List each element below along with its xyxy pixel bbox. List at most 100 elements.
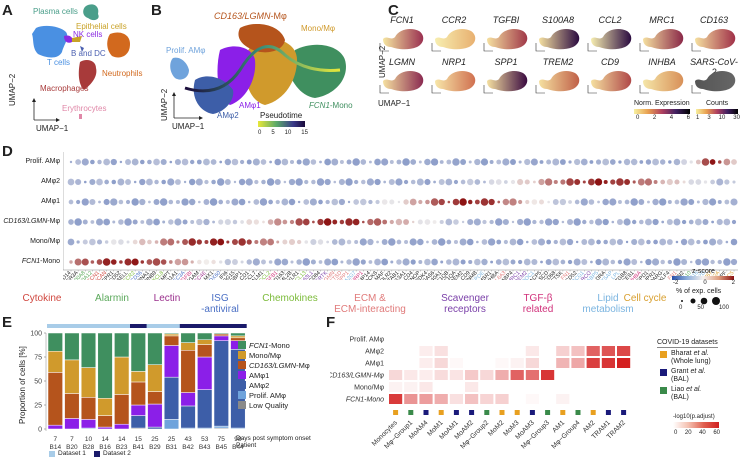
heatmap-cell [601,346,615,356]
dot [352,258,360,266]
dot [696,239,701,245]
label-b-dc: B and DC [71,49,106,58]
bar-segment [47,424,63,430]
dot [296,239,302,245]
bar-segment [163,335,180,346]
dot [531,199,538,205]
f-scale-title: -log10(p.adjust) [673,414,715,420]
dot [617,259,623,265]
dot [723,218,731,226]
dot [446,239,452,245]
gene-tick-label: FCGR3A [63,270,80,280]
dot [176,240,180,244]
dot [581,239,588,245]
dot [645,258,652,266]
legend-item: CD163/LGMN-Mφ [238,360,328,370]
dot [502,258,510,266]
gene-tick-label: MERTK [312,270,330,280]
gene-tick-label: MX1 [203,270,215,280]
dot [360,159,367,165]
tick: 15 [301,130,308,136]
gene-tick-label: CCL2 [258,270,272,280]
dot [452,158,460,166]
dot [203,218,210,226]
dot [433,180,436,184]
dot [160,158,167,166]
feature-gene-label: FCN1 [390,15,414,25]
dot [82,219,88,225]
bar-segment [80,332,97,368]
bar-segment [147,364,163,392]
feature-gene-label: TREM2 [542,57,574,67]
x-tick-day: 7 [70,436,74,443]
gene-tick-label: FN1 [560,270,571,280]
dot [489,219,494,225]
heatmap-cell [556,358,570,368]
gene-tick-label: SPP1 [336,270,350,280]
bar-segment [97,398,113,416]
panel-a-label: A [2,2,13,19]
legend-item: AMφ2 [238,380,328,390]
dot [352,158,360,166]
pct-title: % of exp. cells [676,288,722,295]
dot [530,158,538,166]
dot [252,258,260,266]
dot [174,258,182,266]
counts-ticks: 1 3 10 30 [696,115,740,121]
dot [482,219,487,225]
dot [346,239,352,245]
tick: 60 [713,430,720,436]
dot [689,260,693,264]
dot [659,198,667,206]
gene-tick-label: CMKLR1 [281,270,301,280]
dot [395,218,403,226]
label-nk-cells: NK cells [73,30,103,39]
bar-segment [80,419,97,429]
dot [730,258,738,266]
dot [467,199,473,205]
dot [518,259,523,265]
dot [154,179,159,185]
dot [480,158,489,166]
cluster-epithelial [72,36,82,42]
dot [568,160,572,164]
gene-tick-label: HLA-DRA [586,270,607,280]
dot [152,258,161,266]
dot [296,259,302,265]
dot [523,258,531,266]
x-tick-day: 7 [53,436,57,443]
dot [452,258,460,266]
dot [140,159,145,165]
dot [132,239,138,245]
dot [119,160,123,164]
dot [388,238,396,246]
dot [75,178,82,186]
dot [81,198,89,206]
dot [574,158,581,166]
label-amf1: AMφ1 [239,101,261,110]
dot [76,199,81,205]
cluster-plasma-cells [83,4,99,21]
bar-segment [197,389,213,429]
legend-label: CD163/LGMN-Mφ [249,360,310,370]
dot [261,259,266,265]
heatmap-cell [525,370,539,380]
gene-tick-label: PLIN2 [671,270,686,280]
dot [103,218,111,226]
dot [582,180,586,184]
dot [288,238,296,246]
dot [318,199,323,205]
dot [701,258,710,266]
bar-segment [97,415,113,428]
dot [688,179,695,185]
heatmap-cell [404,382,418,392]
dot [431,258,438,266]
bar-segment [64,393,80,419]
heatmap-cell [586,358,600,368]
dataset-marker [469,410,475,415]
gene-tick-label: MKI67 [699,270,714,280]
dot [153,218,160,226]
dataset-strip-segment [146,324,164,328]
dot [154,240,159,244]
dot [446,159,452,165]
